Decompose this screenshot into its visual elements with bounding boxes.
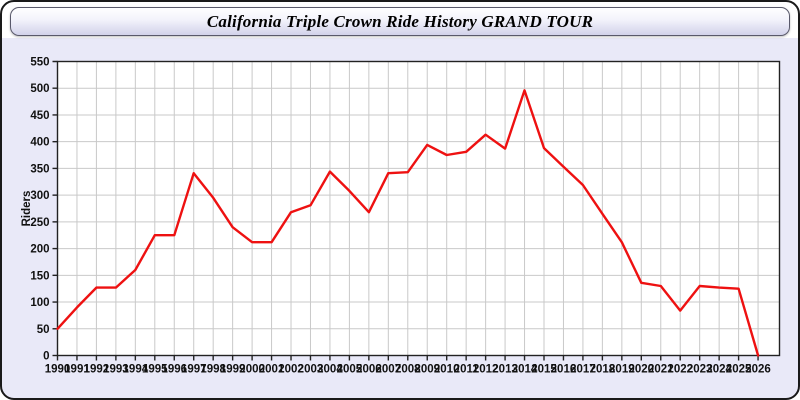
x-tick-label: 2024 <box>706 364 732 376</box>
x-tick-label: 1991 <box>64 364 90 376</box>
riders-line <box>56 89 760 357</box>
x-tick-label: 2026 <box>745 364 771 376</box>
y-tick-label: 550 <box>30 57 49 69</box>
y-tick-label: 150 <box>30 270 49 282</box>
x-tick-label: 2000 <box>239 364 265 376</box>
x-tick-label: 1997 <box>181 364 207 376</box>
y-axis-title: Riders <box>21 191 33 227</box>
y-tick-label: 300 <box>30 190 49 202</box>
x-tick-label: 2018 <box>590 364 616 376</box>
y-tick-label: 100 <box>30 297 49 309</box>
x-tick-label: 2006 <box>356 364 382 376</box>
x-tick-label: 2008 <box>395 364 421 376</box>
y-tick-label: 0 <box>43 351 49 363</box>
x-tick-label: 1998 <box>200 364 226 376</box>
y-tick-label: 500 <box>30 83 49 95</box>
x-tick-label: 2002 <box>278 364 304 376</box>
x-tick-label: 2003 <box>298 364 324 376</box>
plot-area <box>57 61 780 356</box>
x-tick-label: 2022 <box>667 364 693 376</box>
x-tick-label: 2013 <box>492 364 518 376</box>
x-tick-label: 2011 <box>454 364 480 376</box>
x-tick-label: 1999 <box>220 364 246 376</box>
x-tick-label: 2023 <box>687 364 713 376</box>
y-tick-label: 50 <box>37 324 50 336</box>
x-tick-label: 2014 <box>512 364 538 376</box>
x-tick-label: 1992 <box>84 364 110 376</box>
x-tick-label: 1994 <box>123 364 149 376</box>
x-tick-label: 2009 <box>414 364 440 376</box>
y-tick-label: 250 <box>30 217 49 229</box>
x-tick-label: 1996 <box>161 364 187 376</box>
y-tick-label: 450 <box>30 110 49 122</box>
x-tick-label: 2007 <box>376 364 402 376</box>
x-tick-label: 1990 <box>45 364 71 376</box>
x-tick-label: 2017 <box>570 364 596 376</box>
x-tick-label: 2005 <box>337 364 363 376</box>
x-tick-label: 2010 <box>434 364 460 376</box>
plot-border <box>56 60 781 357</box>
y-tick-label: 400 <box>30 137 49 149</box>
x-tick-label: 1995 <box>142 364 168 376</box>
y-tick-label: 350 <box>30 163 49 175</box>
x-tick-label: 2020 <box>629 364 655 376</box>
x-tick-label: 2012 <box>473 364 499 376</box>
x-tick-label: 2015 <box>531 364 557 376</box>
x-tick-label: 2019 <box>609 364 635 376</box>
x-tick-label: 2021 <box>648 364 674 376</box>
chart-title-bar: California Triple Crown Ride History GRA… <box>10 7 790 36</box>
x-tick-label: 2025 <box>726 364 752 376</box>
chart-title: California Triple Crown Ride History GRA… <box>206 11 594 31</box>
x-tick-label: 2001 <box>259 364 285 376</box>
y-tick-label: 200 <box>30 244 49 256</box>
x-tick-label: 2004 <box>317 364 343 376</box>
x-tick-label: 1993 <box>103 364 129 376</box>
x-tick-label: 2016 <box>551 364 577 376</box>
